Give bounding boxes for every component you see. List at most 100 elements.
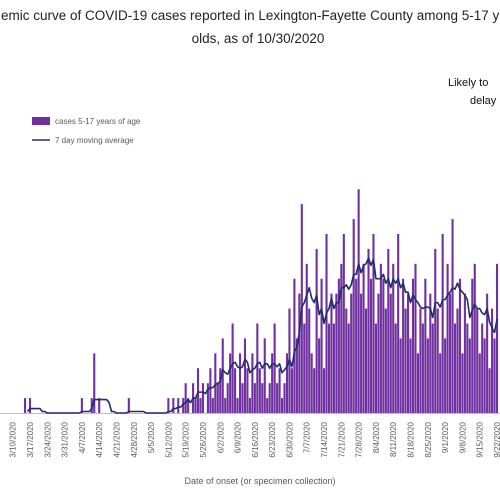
x-tick-label: 5/19/2020 xyxy=(182,421,191,457)
bar xyxy=(446,263,449,413)
bar xyxy=(397,234,400,413)
bar xyxy=(471,278,474,413)
bar xyxy=(236,398,239,413)
bar xyxy=(276,383,279,413)
bar xyxy=(458,278,462,413)
bar xyxy=(431,323,434,413)
x-tick-label: 4/14/2020 xyxy=(95,421,104,457)
bar xyxy=(441,234,444,413)
bar xyxy=(426,338,429,413)
bar xyxy=(246,368,249,413)
bar xyxy=(404,308,407,413)
chart-title: olds, as of 10/30/2020 xyxy=(192,31,325,46)
bar xyxy=(199,398,202,413)
bar xyxy=(248,398,251,413)
bar xyxy=(355,278,358,413)
bar xyxy=(493,338,496,413)
bar xyxy=(127,398,130,413)
bar xyxy=(468,338,471,413)
x-tick-label: 3/24/2020 xyxy=(43,421,52,457)
bar xyxy=(263,338,266,413)
bar xyxy=(342,234,345,413)
bar xyxy=(444,338,447,413)
bar xyxy=(429,293,432,413)
bar xyxy=(476,308,479,413)
bar xyxy=(295,338,298,413)
x-tick-label: 6/2/2020 xyxy=(216,421,225,453)
bar xyxy=(221,338,224,413)
x-tick-label: 5/5/2020 xyxy=(147,421,156,453)
bar xyxy=(372,234,375,413)
bar xyxy=(456,308,459,413)
bar xyxy=(261,383,264,413)
bar xyxy=(80,398,83,413)
bar xyxy=(416,353,419,413)
bar xyxy=(214,353,217,413)
bar xyxy=(226,383,229,413)
bar xyxy=(330,293,333,413)
bar xyxy=(389,293,392,413)
bar xyxy=(251,353,254,413)
bar xyxy=(340,263,343,413)
x-tick-label: 5/12/2020 xyxy=(164,421,173,457)
bar xyxy=(98,398,101,413)
bar xyxy=(231,323,234,413)
bar xyxy=(253,383,256,413)
bar xyxy=(367,248,370,413)
annotation: Likely to xyxy=(448,77,488,89)
bar xyxy=(414,263,417,413)
bar xyxy=(315,248,318,413)
bar xyxy=(402,278,405,413)
x-tick-label: 9/1/2020 xyxy=(441,421,450,453)
x-tick-label: 9/22/2020 xyxy=(493,421,500,457)
bar xyxy=(278,368,281,413)
x-tick-label: 4/28/2020 xyxy=(130,421,139,457)
bar xyxy=(473,263,476,413)
bar xyxy=(177,398,180,413)
bar xyxy=(290,368,293,413)
bar xyxy=(93,353,96,413)
bar xyxy=(308,308,311,413)
x-tick-label: 7/21/2020 xyxy=(337,421,346,457)
annotation: delay xyxy=(470,95,497,107)
bar xyxy=(167,398,170,413)
bar xyxy=(243,338,247,413)
bar xyxy=(273,323,276,413)
x-tick-label: 3/10/2020 xyxy=(9,421,18,457)
bar xyxy=(362,263,365,413)
bar xyxy=(268,383,271,413)
bar xyxy=(478,353,481,413)
bar xyxy=(347,323,350,413)
x-tick-label: 4/21/2020 xyxy=(112,421,121,457)
bar xyxy=(187,398,190,413)
bar xyxy=(271,353,274,413)
bar xyxy=(172,398,175,413)
x-axis-title: Date of onset (or specimen collection) xyxy=(184,476,335,486)
x-tick-label: 7/7/2020 xyxy=(303,421,312,453)
bar xyxy=(360,293,363,413)
bar xyxy=(466,323,469,413)
bar xyxy=(234,368,237,413)
moving-average-line xyxy=(26,257,498,414)
bar xyxy=(453,323,457,413)
bar xyxy=(293,278,296,413)
bar xyxy=(357,189,360,413)
bar xyxy=(211,398,214,413)
bar xyxy=(379,263,382,413)
bar xyxy=(486,293,489,413)
x-tick-label: 7/28/2020 xyxy=(355,421,364,457)
bar xyxy=(322,368,326,413)
bar xyxy=(345,308,348,413)
x-tick-label: 4/7/2020 xyxy=(78,421,87,453)
x-tick-label: 3/31/2020 xyxy=(61,421,70,457)
bar xyxy=(350,293,353,413)
bar xyxy=(419,308,422,413)
x-tick-label: 8/18/2020 xyxy=(407,421,416,457)
bar xyxy=(352,219,355,413)
bar xyxy=(303,323,306,413)
chart-title: emic curve of COVID-19 cases reported in… xyxy=(1,8,499,23)
bar xyxy=(394,323,397,413)
bar xyxy=(285,353,289,413)
bar xyxy=(305,263,308,413)
